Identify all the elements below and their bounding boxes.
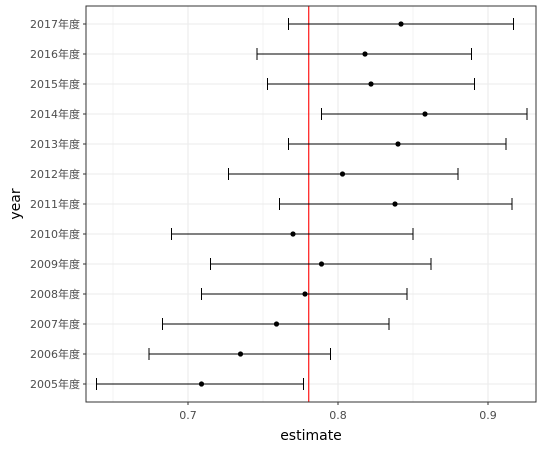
y-tick-label: 2016年度 bbox=[30, 47, 80, 61]
y-tick-label: 2011年度 bbox=[30, 197, 80, 211]
y-tick-label: 2014年度 bbox=[30, 107, 80, 121]
y-tick-label: 2008年度 bbox=[30, 287, 80, 301]
x-tick-label: 0.8 bbox=[329, 409, 347, 422]
y-axis-title: year bbox=[8, 188, 24, 219]
y-tick-label: 2013年度 bbox=[30, 137, 80, 151]
estimate-point bbox=[237, 351, 244, 357]
y-tick-label: 2010年度 bbox=[30, 227, 80, 241]
estimate-point bbox=[339, 171, 346, 177]
x-axis-ticks: 0.7 0.8 0.9 bbox=[179, 402, 497, 422]
estimate-point bbox=[392, 201, 398, 207]
estimate-point bbox=[368, 81, 374, 87]
y-tick-label: 2012年度 bbox=[30, 167, 80, 181]
y-tick-label: 2015年度 bbox=[30, 77, 80, 91]
estimate-point bbox=[198, 381, 205, 387]
estimate-point bbox=[290, 231, 296, 237]
y-tick-label: 2009年度 bbox=[30, 257, 80, 271]
estimate-point bbox=[302, 291, 308, 297]
x-tick-label: 0.9 bbox=[479, 409, 497, 422]
estimate-point bbox=[318, 261, 325, 267]
estimate-point bbox=[395, 141, 401, 147]
x-axis-title: estimate bbox=[280, 428, 342, 444]
y-tick-label: 2007年度 bbox=[30, 317, 80, 331]
y-axis-ticks: 2005年度 2006年度 2007年度 2008年度 2009年度 2010年度 2011… bbox=[30, 17, 86, 391]
estimate-point bbox=[362, 51, 368, 57]
y-tick-label: 2006年度 bbox=[30, 347, 80, 361]
x-tick-label: 0.7 bbox=[179, 409, 197, 422]
estimate-point bbox=[422, 111, 428, 117]
point-layer bbox=[198, 21, 428, 387]
estimate-point bbox=[273, 321, 280, 327]
y-tick-label: 2005年度 bbox=[30, 377, 80, 391]
estimate-point bbox=[398, 21, 404, 27]
y-tick-label: 2017年度 bbox=[30, 17, 80, 31]
